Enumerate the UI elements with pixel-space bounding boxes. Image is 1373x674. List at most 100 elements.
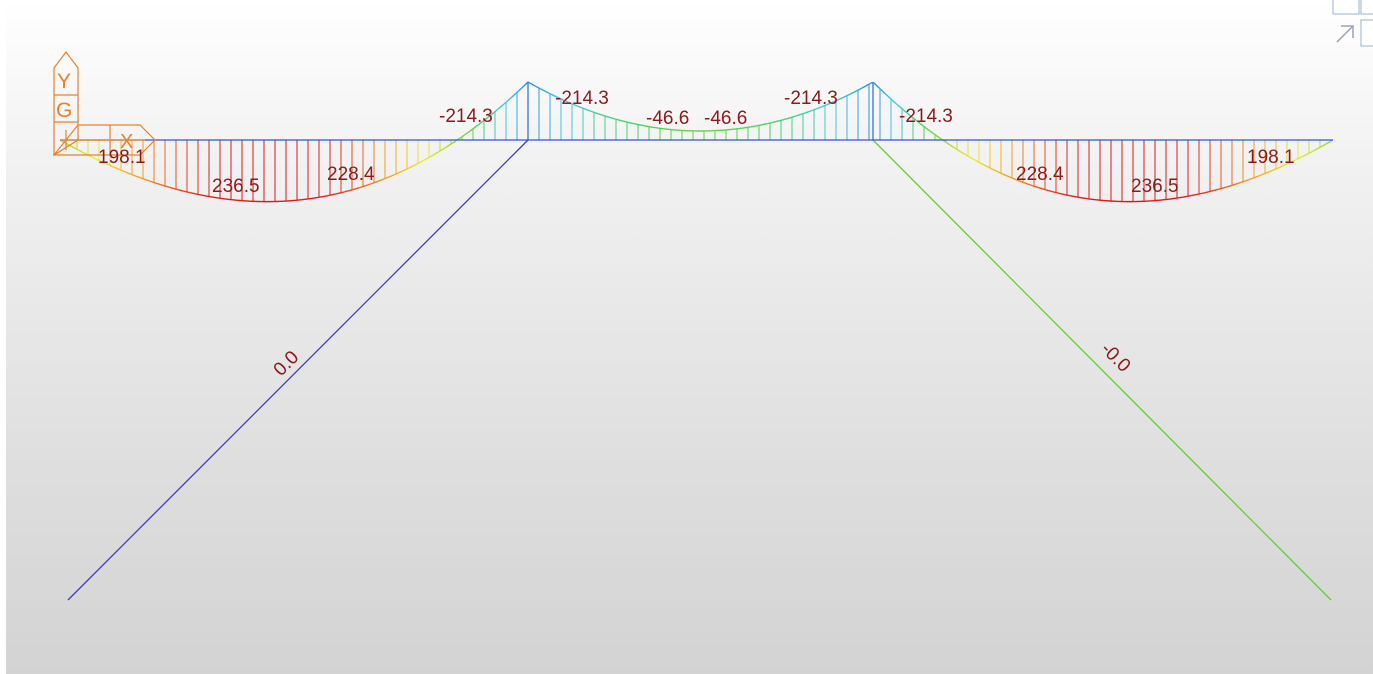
- curve-segment: [135, 175, 139, 178]
- curve-segment: [151, 181, 155, 184]
- view-cube-face-front[interactable]: [1360, 19, 1373, 47]
- curve-segment: [1017, 179, 1021, 182]
- curve-segment: [803, 112, 807, 115]
- curve-segment: [835, 99, 839, 102]
- curve-segment: [523, 83, 527, 87]
- curve-segment: [515, 90, 519, 94]
- curve-segment: [581, 107, 585, 110]
- curve-segment: [359, 186, 363, 189]
- curve-segment: [1047, 189, 1051, 192]
- curve-segment: [827, 102, 831, 105]
- axis-triad: [52, 51, 156, 157]
- curve-segment: [97, 159, 101, 162]
- curve-segment: [1307, 152, 1311, 155]
- curve-segment: [861, 86, 865, 89]
- curve-segment: [891, 99, 895, 103]
- curve-segment: [889, 97, 893, 101]
- curve-segment: [883, 92, 887, 95]
- curve-segment: [933, 133, 937, 136]
- curve-segment: [1025, 182, 1029, 185]
- curve-segment: [1209, 190, 1213, 193]
- right-column-member[interactable]: [872, 139, 1332, 601]
- curve-segment: [609, 116, 613, 119]
- curve-segment: [1019, 180, 1023, 183]
- curve-segment: [1031, 184, 1035, 187]
- curve-segment: [357, 186, 361, 189]
- curve-segment: [79, 150, 83, 153]
- curve-segment: [411, 164, 415, 168]
- curve-segment: [819, 106, 823, 109]
- curve-segment: [1313, 148, 1317, 152]
- curve-segment: [521, 85, 525, 89]
- curve-segment: [99, 160, 103, 163]
- curve-segment: [613, 118, 617, 120]
- view-cube-face-top[interactable]: [1332, 0, 1360, 15]
- curve-segment: [867, 83, 871, 86]
- curve-segment: [1043, 188, 1047, 191]
- curve-segment: [605, 115, 609, 118]
- curve-segment: [115, 167, 119, 170]
- curve-segment: [959, 150, 963, 154]
- curve-segment: [591, 110, 595, 113]
- curve-segment: [839, 97, 843, 100]
- curve-segment: [951, 145, 955, 149]
- curve-segment: [527, 81, 531, 84]
- curve-segment: [1229, 184, 1233, 187]
- curve-segment: [791, 115, 795, 118]
- expand-arrow-icon[interactable]: [1336, 25, 1354, 43]
- curve-segment: [1301, 155, 1305, 158]
- curve-segment: [1215, 188, 1219, 191]
- label-left-span-max: 236.5: [212, 176, 260, 197]
- curve-segment: [863, 85, 867, 88]
- curve-segment: [1267, 170, 1271, 173]
- curve-segment: [1027, 183, 1031, 186]
- curve-segment: [981, 163, 985, 166]
- left-column-member[interactable]: [67, 139, 529, 601]
- view-cube-widget[interactable]: [1313, 0, 1373, 50]
- curve-segment: [1249, 177, 1253, 180]
- curve-segment: [821, 105, 825, 108]
- curve-segment: [387, 175, 391, 179]
- curve-segment: [365, 184, 369, 187]
- curve-segment: [571, 103, 575, 106]
- view-cube-face-right[interactable]: [1360, 0, 1373, 15]
- curve-segment: [575, 104, 579, 107]
- curve-segment: [937, 136, 941, 139]
- curve-segment: [147, 179, 151, 182]
- curve-segment: [353, 188, 357, 190]
- curve-segment: [493, 110, 497, 113]
- curve-segment: [583, 107, 587, 111]
- curve-segment: [565, 100, 569, 103]
- curve-segment: [509, 96, 513, 100]
- curve-segment: [851, 91, 855, 94]
- curve-segment: [369, 182, 373, 185]
- curve-segment: [395, 172, 399, 175]
- curve-segment: [173, 187, 177, 190]
- moment-curve: [59, 81, 1333, 203]
- curve-segment: [567, 101, 571, 104]
- curve-segment: [81, 151, 85, 154]
- curve-segment: [111, 165, 115, 168]
- curve-segment: [1299, 156, 1303, 159]
- curve-segment: [1255, 175, 1259, 178]
- curve-segment: [1045, 189, 1049, 192]
- curve-segment: [489, 113, 493, 117]
- curve-segment: [1231, 184, 1235, 186]
- curve-segment: [549, 93, 553, 96]
- curve-segment: [179, 189, 183, 192]
- curve-segment: [777, 119, 781, 122]
- curve-segment: [1225, 185, 1229, 188]
- curve-segment: [1273, 168, 1277, 171]
- curve-segment: [495, 108, 499, 112]
- curve-segment: [421, 159, 425, 162]
- curve-segment: [881, 90, 885, 94]
- label-right-support-left: -214.3: [784, 88, 838, 109]
- curve-segment: [381, 178, 385, 181]
- curve-segment: [541, 89, 545, 92]
- curve-segment: [1279, 165, 1283, 168]
- curve-segment: [125, 171, 129, 174]
- curve-segment: [409, 165, 413, 169]
- curve-segment: [1233, 183, 1237, 186]
- curve-segment: [1291, 160, 1295, 163]
